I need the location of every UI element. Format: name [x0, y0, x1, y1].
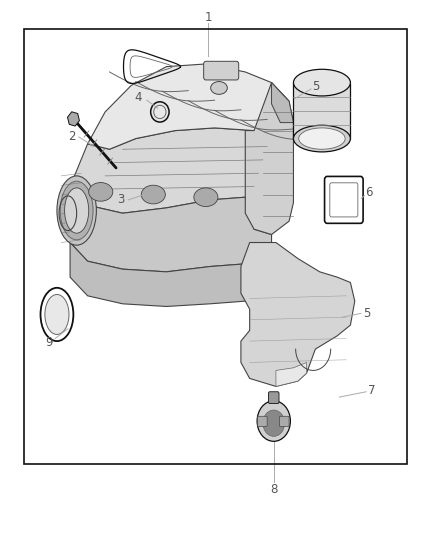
Ellipse shape: [293, 125, 350, 152]
Ellipse shape: [194, 188, 218, 206]
Ellipse shape: [60, 181, 93, 240]
Ellipse shape: [45, 294, 69, 335]
Polygon shape: [241, 243, 355, 386]
Text: 9: 9: [45, 336, 53, 349]
Polygon shape: [67, 112, 79, 126]
Ellipse shape: [88, 182, 113, 201]
Polygon shape: [272, 83, 293, 123]
Ellipse shape: [141, 185, 165, 204]
Ellipse shape: [64, 188, 88, 233]
Ellipse shape: [299, 128, 345, 149]
Text: 6: 6: [365, 187, 373, 199]
Polygon shape: [70, 243, 272, 306]
Text: 4: 4: [134, 91, 142, 103]
FancyBboxPatch shape: [293, 83, 350, 139]
Polygon shape: [70, 83, 272, 235]
FancyBboxPatch shape: [204, 61, 239, 80]
Bar: [24, 29, 407, 464]
Polygon shape: [70, 197, 272, 272]
Polygon shape: [276, 362, 307, 386]
Polygon shape: [88, 64, 289, 149]
Ellipse shape: [57, 176, 96, 245]
Text: 7: 7: [367, 384, 375, 397]
Text: 5: 5: [364, 307, 371, 320]
Text: 2: 2: [68, 131, 76, 143]
Text: 5: 5: [312, 80, 319, 93]
FancyBboxPatch shape: [268, 392, 279, 403]
Circle shape: [257, 401, 290, 441]
Text: 8: 8: [270, 483, 277, 496]
Circle shape: [263, 410, 285, 437]
Ellipse shape: [293, 69, 350, 96]
FancyBboxPatch shape: [258, 416, 267, 426]
Polygon shape: [245, 83, 293, 235]
Text: 3: 3: [117, 193, 124, 206]
Ellipse shape: [211, 82, 227, 94]
Text: 1: 1: [204, 11, 212, 24]
FancyBboxPatch shape: [279, 416, 289, 426]
